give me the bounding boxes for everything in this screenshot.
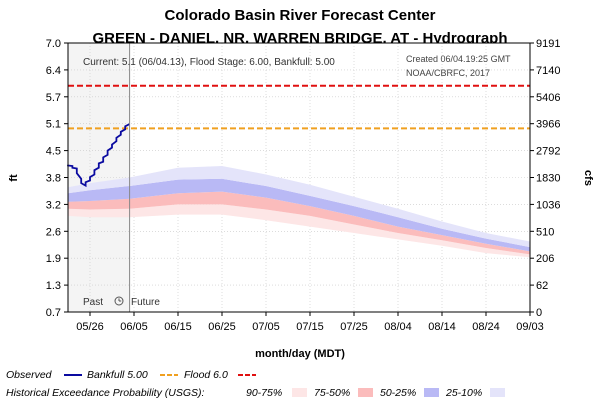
legend-flood-label: Flood 6.0 (184, 369, 228, 381)
right-tick-label: 1036 (536, 199, 560, 211)
legend-historical-label: Historical Exceedance Probability (USGS)… (6, 387, 204, 399)
current-status-text: Current: 5.1 (06/04.13), Flood Stage: 6.… (83, 57, 335, 68)
x-tick-label: 06/05 (120, 321, 148, 333)
left-tick-label: 4.5 (46, 146, 61, 158)
reference-lines (68, 84, 530, 130)
right-tick-label: 0 (536, 307, 542, 319)
legend-p25-10-label: 25-10% (445, 387, 482, 399)
observed-series (67, 123, 131, 188)
right-tick-label: 206 (536, 253, 554, 265)
x-tick-label: 07/25 (340, 321, 368, 333)
right-axis-ticks: 0 62 206 510 1036 1830 2792 3966 5406 7140 9191 (530, 38, 560, 319)
x-tick-label: 05/26 (76, 321, 104, 333)
x-tick-label: 08/04 (384, 321, 412, 333)
left-tick-label: 5.1 (46, 119, 61, 131)
x-tick-label: 07/05 (252, 321, 280, 333)
x-tick-label: 08/24 (472, 321, 500, 333)
x-axis-ticks: 05/26 06/05 06/15 06/25 07/05 07/15 07/25 08/04… (76, 312, 544, 333)
left-tick-label: 6.4 (46, 65, 61, 77)
clock-icon (114, 296, 124, 306)
chart-title: Colorado Basin River Forecast Center (165, 7, 436, 24)
future-label: Future (131, 297, 160, 308)
left-tick-label: 1.9 (46, 253, 61, 265)
right-tick-label: 510 (536, 226, 554, 238)
left-tick-label: 2.6 (46, 226, 61, 238)
right-axis-label: cfs (582, 170, 594, 186)
right-tick-label: 5406 (536, 92, 560, 104)
left-axis-label: ft (8, 174, 20, 182)
exceedance-bands (68, 166, 530, 258)
observed-line (67, 123, 131, 188)
band-p90-75 (68, 204, 530, 258)
credit-text: NOAA/CBRFC, 2017 (406, 68, 490, 78)
left-tick-label: 7.0 (46, 38, 61, 50)
right-tick-label: 2792 (536, 146, 560, 158)
right-tick-label: 62 (536, 280, 548, 292)
x-tick-label: 07/15 (296, 321, 324, 333)
right-tick-label: 9191 (536, 38, 560, 50)
band-p75-50 (68, 191, 530, 255)
x-axis-label: month/day (MDT) (255, 348, 345, 360)
left-tick-label: 3.2 (46, 199, 61, 211)
legend-p75-50-label: 75-50% (314, 387, 350, 399)
right-tick-label: 1830 (536, 173, 560, 185)
x-tick-label: 06/15 (164, 321, 192, 333)
legend-p75-50-swatch (358, 388, 373, 397)
legend-p50-25-swatch (424, 388, 439, 397)
left-tick-label: 3.8 (46, 173, 61, 185)
x-tick-label: 08/14 (428, 321, 456, 333)
left-tick-label: 0.7 (46, 307, 61, 319)
legend-p25-10-swatch (490, 388, 505, 397)
left-axis-ticks: 0.7 1.3 1.9 2.6 3.2 3.8 4.5 5.1 5.7 6.4 7.0 (46, 38, 68, 319)
left-tick-label: 5.7 (46, 92, 61, 104)
legend-observed-label: Observed (6, 369, 53, 381)
x-tick-label: 09/03 (516, 321, 544, 333)
x-tick-label: 06/25 (208, 321, 236, 333)
legend-p90-75-label: 90-75% (246, 387, 282, 399)
legend-bankfull-label: Bankfull 5.00 (87, 369, 148, 381)
legend-p50-25-label: 50-25% (380, 387, 416, 399)
right-tick-label: 3966 (536, 119, 560, 131)
left-tick-label: 1.3 (46, 280, 61, 292)
created-text: Created 06/04.19:25 GMT (406, 54, 511, 64)
right-tick-label: 7140 (536, 65, 560, 77)
past-label: Past (83, 297, 103, 308)
legend-p90-75-swatch (292, 388, 307, 397)
